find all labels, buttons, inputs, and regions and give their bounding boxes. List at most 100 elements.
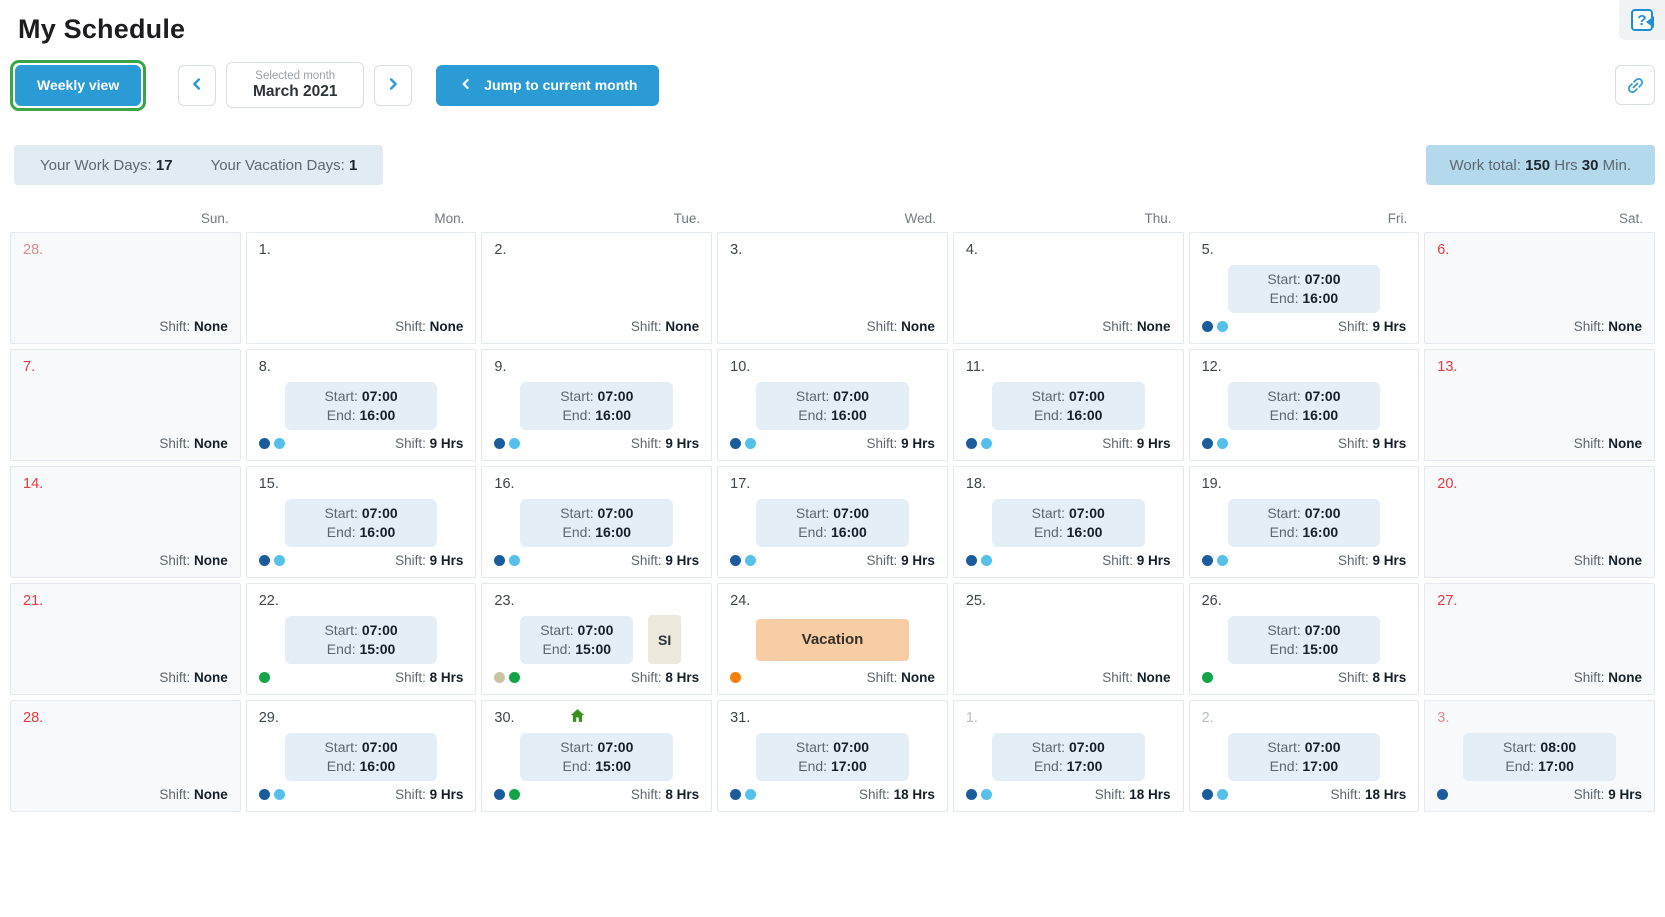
shift-total: Shift: None (1574, 319, 1642, 334)
shift-time-box[interactable]: Start: 07:00 End: 16:00 (756, 498, 909, 547)
calendar-day-cell[interactable]: 11. Start: 07:00 End: 16:00 Shift: 9 Hrs (952, 349, 1184, 461)
shift-label: Shift: (866, 552, 898, 568)
day-number: 5. (1201, 242, 1214, 258)
shift-time-box[interactable]: Start: 07:00 End: 17:00 (991, 732, 1145, 781)
shift-value: 9 Hrs (665, 552, 700, 568)
calendar-day-cell[interactable]: 22. Start: 07:00 End: 15:00 Shift: 8 Hrs (245, 583, 477, 695)
shift-time-box[interactable]: Start: 07:00 End: 16:00 (756, 381, 909, 430)
lightblue-shift-dot (980, 554, 992, 566)
toolbar: Weekly view Selected month March 2021 Ju… (10, 59, 1655, 111)
shift-time-box[interactable]: Start: 07:00 End: 16:00 (991, 381, 1145, 430)
shift-type-dots (965, 788, 992, 800)
shift-time-box[interactable]: Start: 07:00 End: 16:00 (520, 381, 674, 430)
shift-time-box[interactable]: Start: 08:00 End: 17:00 (1463, 732, 1616, 781)
calendar-day-cell[interactable]: 12. Start: 07:00 End: 16:00 Shift: 9 Hrs (1188, 349, 1420, 461)
day-number: 3. (730, 242, 743, 258)
shift-time-box[interactable]: Start: 07:00 End: 16:00 (284, 732, 438, 781)
jump-to-current-month-label: Jump to current month (484, 77, 638, 93)
shift-time-box[interactable]: Start: 07:00 End: 17:00 (756, 732, 909, 781)
previous-month-button[interactable] (178, 64, 217, 106)
calendar-day-cell[interactable]: 10. Start: 07:00 End: 16:00 Shift: 9 Hrs (717, 349, 948, 461)
calendar-day-cell[interactable]: 23. Start: 07:00 End: 15:00 SI Shift: 8 … (481, 583, 713, 695)
weekly-view-button[interactable]: Weekly view (15, 64, 142, 106)
help-button[interactable]: ? (1619, 0, 1665, 40)
calendar-day-cell[interactable]: 27. Shift: None (1424, 583, 1655, 695)
share-link-button[interactable] (1615, 65, 1655, 105)
calendar-day-cell[interactable]: 2. Shift: None (481, 232, 713, 344)
calendar-day-cell[interactable]: 1. Shift: None (245, 232, 477, 344)
calendar-day-cell[interactable]: 24. Vacation Shift: None (717, 583, 948, 695)
end-label: End: (326, 640, 356, 657)
end-label: End: (562, 757, 592, 774)
shift-time-box[interactable]: Start: 07:00 End: 17:00 (1227, 732, 1381, 781)
calendar-grid: 28. Shift: None 1. (10, 232, 1655, 812)
day-number: 17. (730, 476, 751, 492)
shift-type-dots (258, 437, 285, 449)
calendar-day-cell[interactable]: 3. Start: 08:00 End: 17:00 Shift: 9 Hrs (1424, 700, 1655, 812)
shift-label: Shift: (1337, 669, 1369, 685)
shift-type-dots (1201, 437, 1228, 449)
shift-type-dots (730, 788, 757, 800)
calendar-day-cell[interactable]: 5. Start: 07:00 End: 16:00 Shift: 9 Hrs (1188, 232, 1420, 344)
calendar-day-cell[interactable]: 18. Start: 07:00 End: 16:00 Shift: 9 Hrs (952, 466, 1184, 578)
shift-time-box[interactable]: Start: 07:00 End: 16:00 (284, 498, 438, 547)
calendar-day-cell[interactable]: 3. Shift: None (717, 232, 948, 344)
calendar-day-cell[interactable]: 1. Start: 07:00 End: 17:00 Shift: 18 Hrs (952, 700, 1184, 812)
start-time: 07:00 (361, 621, 398, 638)
shift-time-box[interactable]: Start: 07:00 End: 16:00 (520, 498, 674, 547)
end-label: End: (798, 406, 828, 423)
shift-time-box[interactable]: Start: 07:00 End: 16:00 (1227, 381, 1381, 430)
calendar-day-cell[interactable]: 19. Start: 07:00 End: 16:00 Shift: 9 Hrs (1188, 466, 1420, 578)
vacation-badge: Vacation (756, 618, 909, 661)
shift-type-dots (1201, 554, 1228, 566)
shift-value: None (193, 318, 228, 334)
day-number: 30. (494, 710, 515, 726)
shift-time-box[interactable]: Start: 07:00 End: 16:00 (1227, 264, 1381, 313)
calendar-day-cell[interactable]: 20. Shift: None (1424, 466, 1655, 578)
shift-type-dots (258, 671, 270, 683)
shift-time-box[interactable]: Start: 07:00 End: 15:00 (1227, 615, 1381, 664)
shift-time-box[interactable]: Start: 07:00 End: 16:00 (1227, 498, 1381, 547)
calendar-day-cell[interactable]: 28. Shift: None (10, 700, 241, 812)
calendar-day-cell[interactable]: 4. Shift: None (952, 232, 1184, 344)
end-time: 16:00 (359, 757, 396, 774)
calendar-day-cell[interactable]: 14. Shift: None (10, 466, 241, 578)
end-label: End: (1269, 640, 1299, 657)
shift-time-box[interactable]: Start: 07:00 End: 16:00 (284, 381, 438, 430)
shift-time-box[interactable]: Start: 07:00 End: 15:00 (284, 615, 438, 664)
calendar-day-cell[interactable]: 28. Shift: None (10, 232, 241, 344)
calendar-day-cell[interactable]: 26. Start: 07:00 End: 15:00 Shift: 8 Hrs (1188, 583, 1420, 695)
shift-total: Shift: 9 Hrs (1574, 787, 1642, 802)
calendar-day-cell[interactable]: 17. Start: 07:00 End: 16:00 Shift: 9 Hrs (717, 466, 948, 578)
shift-time-box[interactable]: Start: 07:00 End: 15:00 (520, 732, 674, 781)
calendar-day-cell[interactable]: 8. Start: 07:00 End: 16:00 Shift: 9 Hrs (245, 349, 477, 461)
shift-time-box[interactable]: Start: 07:00 End: 15:00 (520, 615, 634, 664)
darkblue-shift-dot (730, 554, 742, 566)
calendar-day-cell[interactable]: 7. Shift: None (10, 349, 241, 461)
calendar-day-cell[interactable]: 13. Shift: None (1424, 349, 1655, 461)
jump-to-current-month-button[interactable]: Jump to current month (436, 64, 660, 106)
calendar-day-cell[interactable]: 25. Shift: None (952, 583, 1184, 695)
darkblue-shift-dot (1437, 788, 1449, 800)
calendar-day-cell[interactable]: 31. Start: 07:00 End: 17:00 Shift: 18 Hr… (717, 700, 948, 812)
calendar-day-cell[interactable]: 2. Start: 07:00 End: 17:00 Shift: 18 Hrs (1188, 700, 1420, 812)
calendar-day-cell[interactable]: 16. Start: 07:00 End: 16:00 Shift: 9 Hrs (481, 466, 713, 578)
calendar-day-cell[interactable]: 15. Start: 07:00 End: 16:00 Shift: 9 Hrs (245, 466, 477, 578)
calendar-day-cell[interactable]: 29. Start: 07:00 End: 16:00 Shift: 9 Hrs (245, 700, 477, 812)
shift-type-dots (1201, 320, 1228, 332)
day-number: 23. (494, 593, 515, 609)
calendar-day-cell[interactable]: 21. Shift: None (10, 583, 241, 695)
next-month-button[interactable] (374, 64, 413, 106)
shift-total: Shift: None (159, 787, 227, 802)
calendar-day-cell[interactable]: 6. Shift: None (1424, 232, 1655, 344)
shift-value: None (193, 669, 228, 685)
day-number: 29. (258, 710, 279, 726)
calendar-day-cell[interactable]: 9. Start: 07:00 End: 16:00 Shift: 9 Hrs (481, 349, 713, 461)
start-time: 07:00 (361, 387, 398, 404)
calendar-day-cell[interactable]: 30. Start: 07:00 End: 15:00 Shift: 8 Hrs (481, 700, 713, 812)
green-shift-dot (509, 671, 521, 683)
day-number: 31. (730, 710, 751, 726)
day-number: 1. (965, 710, 978, 726)
lightblue-shift-dot (273, 788, 285, 800)
shift-time-box[interactable]: Start: 07:00 End: 16:00 (991, 498, 1145, 547)
